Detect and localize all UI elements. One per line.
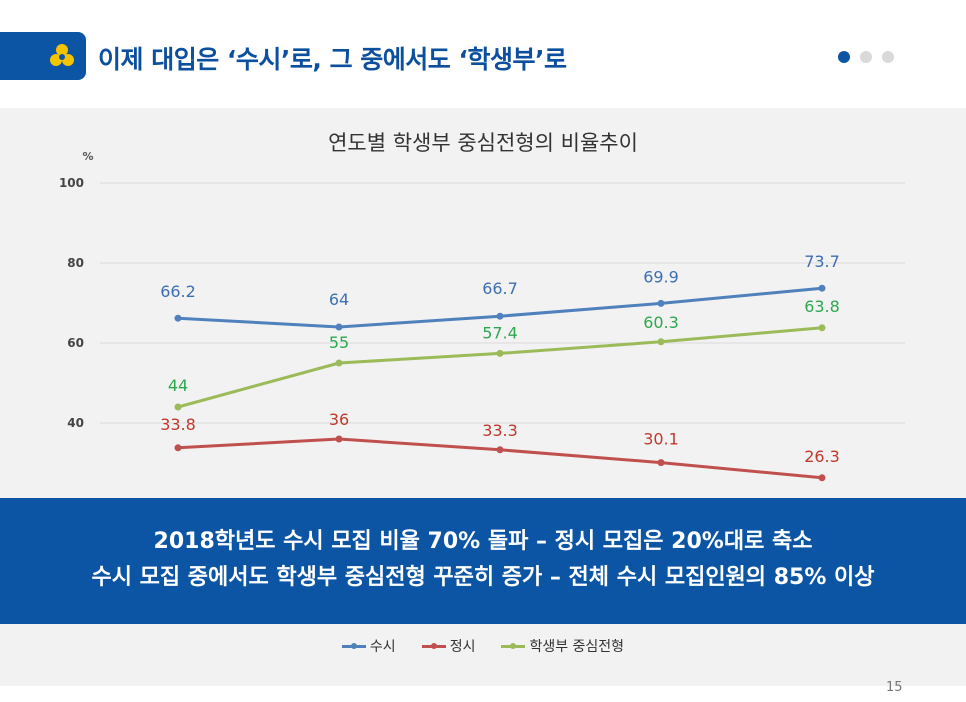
data-point (174, 314, 182, 322)
data-point (657, 299, 665, 307)
data-label: 33.8 (160, 415, 196, 434)
data-label: 63.8 (804, 297, 840, 316)
legend-swatch (421, 642, 446, 649)
page-title: 이제 대입은 ‘수시’로, 그 중에서도 ‘학생부’로 (98, 45, 567, 74)
pagination-dot-2[interactable] (860, 51, 872, 63)
legend-label: 정시 (449, 639, 476, 655)
data-point (496, 349, 504, 357)
data-point (496, 312, 504, 320)
legend-item-hakseangbu: 학생부 중심전형 (501, 636, 624, 656)
data-point (335, 359, 343, 367)
data-label: 60.3 (643, 313, 679, 332)
data-point (335, 323, 343, 331)
y-tick-label: 60 (67, 336, 84, 350)
data-point (818, 324, 826, 332)
series-line-1 (177, 437, 823, 480)
summary-banner: 2018학년도 수시 모집 비율 70% 돌파 – 정시 모집은 20%대로 축… (0, 498, 966, 624)
data-label: 64 (329, 290, 349, 309)
data-label: 33.3 (482, 421, 518, 440)
y-axis-unit: % (82, 150, 93, 163)
data-label: 66.7 (482, 279, 518, 298)
line-chart: 연도별 학생부 중심전형의 비율추이 % 40 60 80 100 66.2 64 66.… (59, 131, 905, 482)
page-number: 15 (886, 680, 903, 695)
header-tab (0, 32, 86, 80)
data-point (818, 284, 826, 292)
data-label: 69.9 (643, 267, 679, 286)
data-label: 44 (168, 376, 188, 395)
legend-label: 수시 (369, 639, 396, 655)
data-point (174, 403, 182, 411)
chart-title: 연도별 학생부 중심전형의 비율추이 (328, 131, 638, 155)
y-tick-label: 100 (59, 176, 84, 190)
legend-item-jeongsi: 정시 (421, 636, 476, 656)
data-point (335, 435, 343, 443)
pagination-dot-1[interactable] (838, 51, 850, 63)
data-label: 66.2 (160, 282, 196, 301)
data-label: 26.3 (804, 447, 840, 466)
y-tick-label: 80 (67, 256, 84, 270)
data-point (657, 338, 665, 346)
data-point (174, 444, 182, 452)
legend-swatch (501, 642, 526, 649)
y-tick-label: 40 (67, 416, 84, 430)
banner-line-2: 수시 모집 중에서도 학생부 중심전형 꾸준히 증가 – 전체 수시 모집인원의… (91, 565, 875, 590)
data-label: 36 (329, 410, 349, 429)
pagination-dot-3[interactable] (882, 51, 894, 63)
pagination-dots (838, 50, 894, 64)
trefoil-logo-icon (50, 44, 74, 66)
data-label: 30.1 (643, 430, 679, 449)
data-point (818, 474, 826, 482)
chart-legend: 수시 정시 학생부 중심전형 (0, 636, 966, 656)
legend-swatch (341, 642, 366, 649)
banner-line-1: 2018학년도 수시 모집 비율 70% 돌파 – 정시 모집은 20%대로 축… (153, 529, 813, 554)
data-label: 73.7 (804, 252, 840, 271)
legend-label: 학생부 중심전형 (529, 639, 625, 655)
data-point (657, 459, 665, 467)
data-point (496, 446, 504, 454)
data-label: 57.4 (482, 323, 518, 342)
legend-item-susi: 수시 (341, 636, 396, 656)
data-label: 55 (329, 333, 349, 352)
